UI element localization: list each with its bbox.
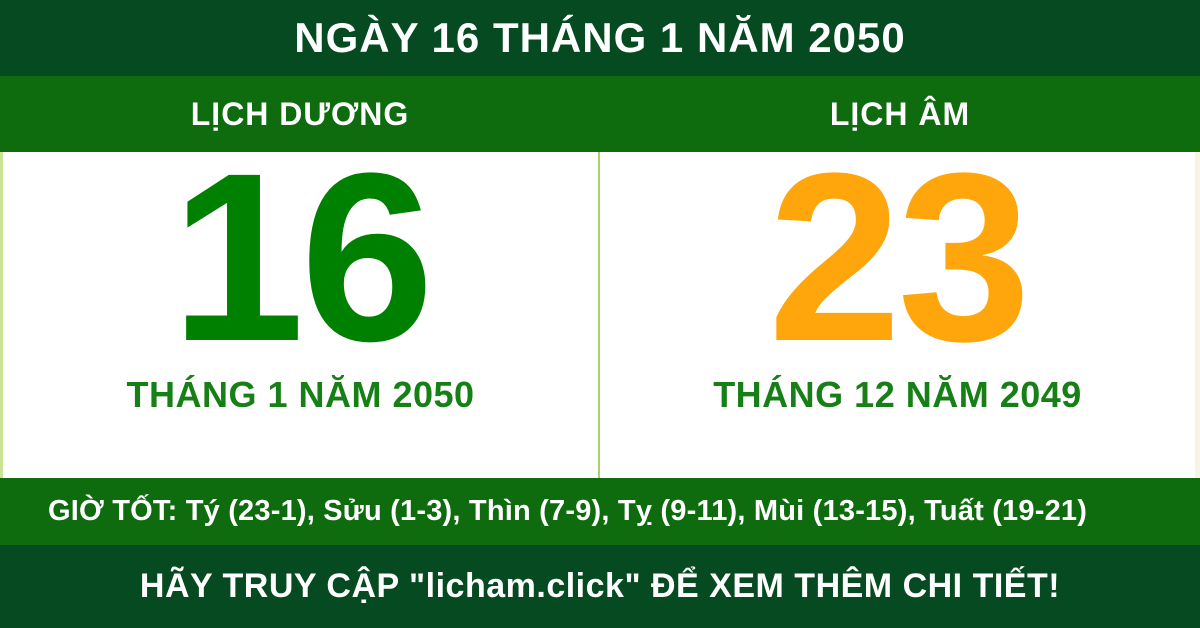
- lunar-calendar-label: LỊCH ÂM: [829, 95, 971, 132]
- good-hours-text: GIỜ TỐT: Tý (23-1), Sửu (1-3), Thìn (7-9…: [48, 495, 1088, 527]
- solar-calendar-panel: 16 THÁNG 1 NĂM 2050: [3, 123, 598, 478]
- calendar-labels-bar: LỊCH DƯƠNG LỊCH ÂM: [0, 76, 1200, 152]
- lunar-month-year: THÁNG 12 NĂM 2049: [713, 374, 1082, 416]
- lunar-day-number: 23: [768, 123, 1031, 391]
- lunar-calendar-panel: 23 THÁNG 12 NĂM 2049: [600, 123, 1195, 478]
- page-title: NGÀY 16 THÁNG 1 NĂM 2050: [294, 14, 906, 61]
- solar-month-year: THÁNG 1 NĂM 2050: [126, 374, 475, 416]
- solar-day-number: 16: [171, 123, 434, 391]
- solar-calendar-label: LỊCH DƯƠNG: [190, 95, 410, 132]
- calendar-body: 16 THÁNG 1 NĂM 2050 23 THÁNG 12 NĂM 2049: [0, 123, 1200, 478]
- footer-cta-text: HÃY TRUY CẬP "licham.click" ĐỂ XEM THÊM …: [139, 567, 1061, 605]
- good-hours-bar: GIỜ TỐT: Tý (23-1), Sửu (1-3), Thìn (7-9…: [0, 478, 1200, 545]
- vertical-divider: [598, 152, 600, 478]
- footer-bar: HÃY TRUY CẬP "licham.click" ĐỂ XEM THÊM …: [0, 545, 1200, 628]
- header-bar: NGÀY 16 THÁNG 1 NĂM 2050: [0, 0, 1200, 76]
